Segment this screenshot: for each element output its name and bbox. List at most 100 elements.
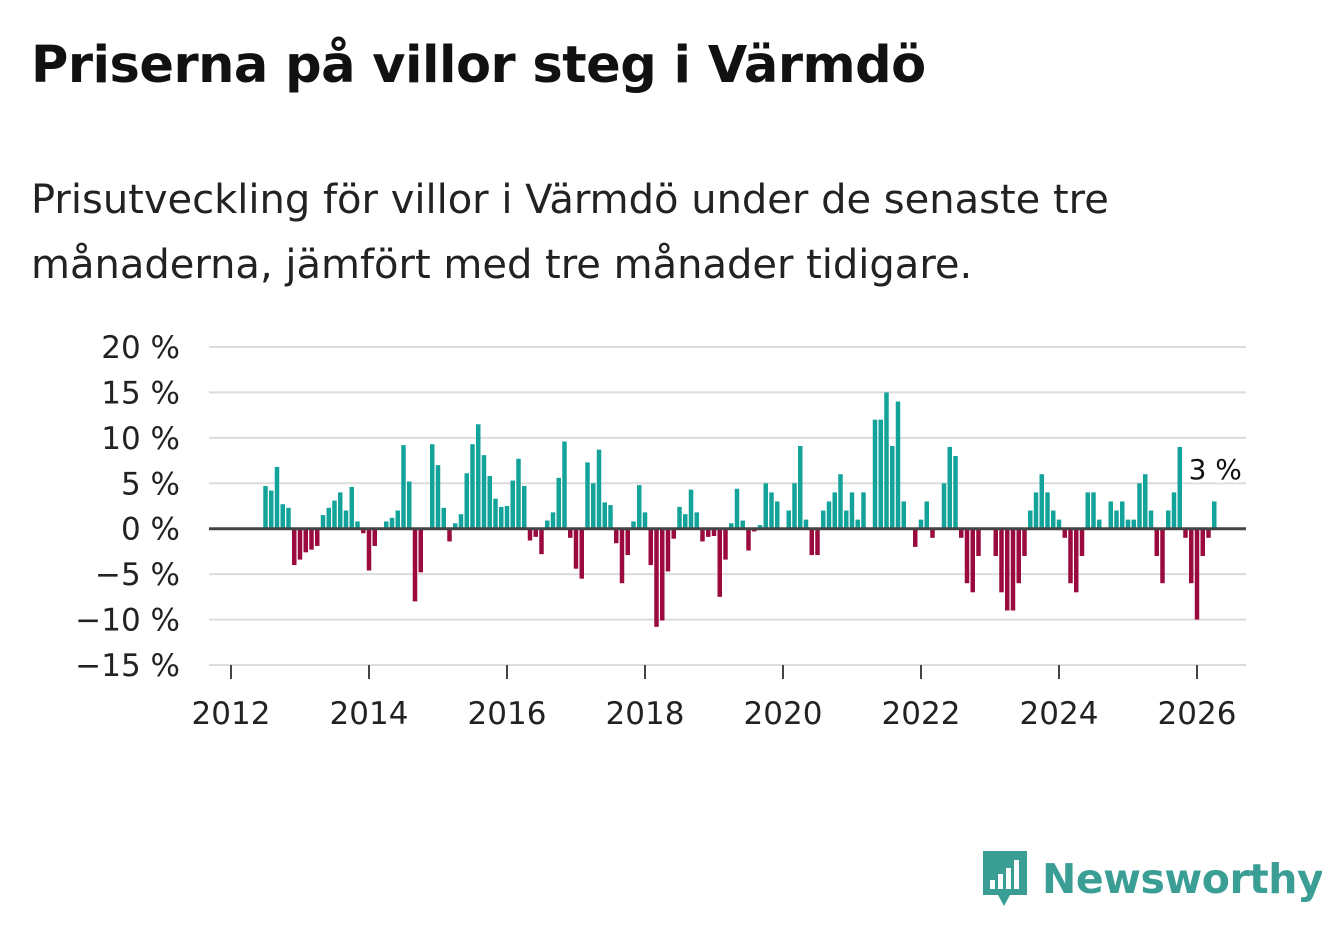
bar <box>631 521 636 529</box>
bar <box>803 519 809 529</box>
bar <box>1051 510 1056 529</box>
bar <box>430 444 435 529</box>
bar <box>1028 510 1033 529</box>
bar <box>832 492 837 529</box>
bar <box>1033 492 1039 529</box>
bar-chart: 20 %15 %10 %5 %0 %−5 %−10 %−15 % 2012 201… <box>75 330 1246 732</box>
bar <box>1131 519 1136 529</box>
bar <box>849 492 855 529</box>
bar <box>568 528 573 538</box>
x-tick-label: 2024 <box>1020 696 1099 732</box>
bar <box>343 510 349 529</box>
y-tick-label: 20 % <box>101 330 180 366</box>
bar <box>453 523 458 529</box>
bar <box>579 528 584 579</box>
bar <box>355 521 360 529</box>
bar <box>964 528 970 584</box>
bar <box>1212 501 1217 529</box>
bar <box>487 476 492 529</box>
bar <box>953 456 958 529</box>
bar <box>729 523 734 529</box>
bar <box>338 492 343 529</box>
last-value-label: 3 % <box>1189 453 1242 486</box>
bar <box>884 392 889 529</box>
bar <box>717 528 722 597</box>
bar <box>504 506 510 529</box>
bar <box>1005 528 1010 611</box>
bar <box>286 507 291 529</box>
y-tick-label: 5 % <box>121 466 180 502</box>
bar <box>447 528 452 542</box>
bar <box>320 515 326 529</box>
bar <box>660 528 665 621</box>
brand-name: Newsworthy <box>1042 855 1322 903</box>
bar <box>723 528 728 560</box>
y-axis-ticks: 20 % 15 % 10 % 5 % 0 % −5 % −10 % −15 % <box>75 330 180 684</box>
x-axis-ticks: 2012 2014 2016 2018 2020 2022 2024 2026 <box>192 665 1236 732</box>
chart-subtitle: Prisutveckling för villor i Värmdö under… <box>31 177 1109 288</box>
bar <box>274 466 280 529</box>
bar <box>326 507 331 529</box>
bar <box>384 521 389 529</box>
bar <box>1171 492 1177 529</box>
y-tick-label: 10 % <box>101 421 180 457</box>
bar <box>476 424 481 529</box>
bar <box>798 446 803 529</box>
bar <box>1189 528 1194 584</box>
bar <box>1056 519 1062 529</box>
bar <box>407 481 412 529</box>
bar <box>1154 528 1159 556</box>
bar <box>1068 528 1073 584</box>
bar <box>930 528 935 538</box>
brand-logo: Newsworthy <box>980 848 1322 910</box>
bar <box>527 528 533 541</box>
bar <box>769 492 774 529</box>
bar <box>786 510 791 529</box>
bar <box>412 528 418 602</box>
bar <box>481 455 487 529</box>
bar <box>890 446 895 529</box>
bar <box>389 517 395 529</box>
bar <box>1079 528 1085 556</box>
bar <box>1108 501 1113 529</box>
bar <box>1114 510 1119 529</box>
bar <box>878 419 883 529</box>
bar <box>1091 492 1096 529</box>
bar <box>711 528 717 536</box>
bar <box>637 485 642 529</box>
bar <box>1016 528 1021 584</box>
bar <box>665 528 671 572</box>
bar <box>596 449 602 529</box>
x-tick-label: 2016 <box>468 696 547 732</box>
bar <box>1206 528 1211 538</box>
bars <box>263 392 1217 627</box>
bar <box>1097 519 1102 529</box>
bar <box>1125 519 1131 529</box>
bar <box>1074 528 1079 593</box>
x-tick-label: 2018 <box>606 696 685 732</box>
bar <box>918 519 924 529</box>
bar <box>418 528 423 573</box>
bar <box>688 489 694 529</box>
bar <box>677 506 682 529</box>
bar <box>1177 446 1182 529</box>
bar <box>821 510 826 529</box>
bar <box>608 505 613 529</box>
bar <box>941 483 947 529</box>
bar <box>1039 474 1044 529</box>
bar <box>838 474 843 529</box>
bar <box>683 514 688 529</box>
bar <box>545 520 550 529</box>
bar <box>763 483 768 529</box>
bar <box>493 498 498 529</box>
bar <box>591 483 596 529</box>
bar <box>585 462 590 529</box>
bar <box>1062 528 1067 538</box>
y-tick-label: −10 % <box>75 603 180 639</box>
chart-title: Priserna på villor steg i Värmdö <box>31 36 926 95</box>
bar <box>826 501 832 529</box>
bar <box>625 528 630 556</box>
bar <box>1166 510 1171 529</box>
bar <box>297 528 303 560</box>
bar <box>533 528 538 537</box>
